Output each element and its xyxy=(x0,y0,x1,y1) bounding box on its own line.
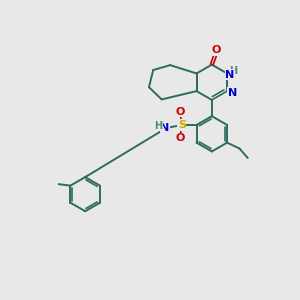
Text: H: H xyxy=(154,121,162,130)
Text: N: N xyxy=(160,123,170,133)
Text: N: N xyxy=(226,70,235,80)
Text: O: O xyxy=(176,107,185,117)
Text: O: O xyxy=(176,133,185,143)
Text: S: S xyxy=(178,120,186,130)
Text: H: H xyxy=(230,66,238,76)
Text: O: O xyxy=(212,45,221,55)
Text: N: N xyxy=(228,88,237,98)
